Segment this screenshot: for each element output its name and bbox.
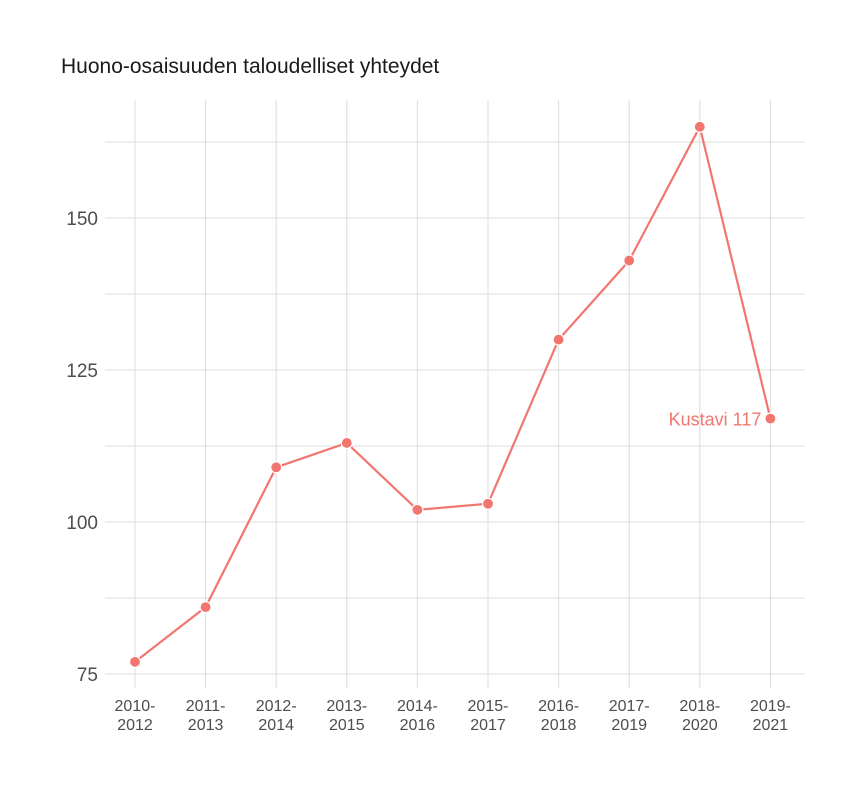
x-tick-label: 2010-2012 bbox=[115, 698, 156, 734]
data-point bbox=[623, 254, 636, 267]
x-tick-label: 2014-2016 bbox=[397, 698, 438, 734]
data-point bbox=[552, 333, 565, 346]
annotation-group: Kustavi 117 bbox=[669, 410, 762, 430]
data-points bbox=[128, 120, 777, 668]
x-tick-label: 2019-2021 bbox=[750, 698, 791, 734]
x-tick-label: 2013-2015 bbox=[326, 698, 367, 734]
data-point bbox=[270, 461, 283, 474]
y-tick-label: 100 bbox=[66, 513, 98, 534]
data-point bbox=[481, 497, 495, 510]
y-axis-ticks: 75 100 125 150 bbox=[66, 209, 98, 686]
y-tick-label: 150 bbox=[66, 209, 98, 230]
chart-title: Huono-osaisuuden taloudelliset yhteydet bbox=[61, 55, 440, 78]
x-tick-label: 2017-2019 bbox=[609, 698, 650, 734]
data-point bbox=[128, 655, 142, 668]
x-tick-label: 2011-2013 bbox=[186, 698, 226, 734]
data-point bbox=[199, 601, 212, 614]
x-tick-label: 2015-2017 bbox=[468, 698, 509, 734]
x-tick-label: 2018-2020 bbox=[679, 698, 720, 734]
x-tick-label: 2016-2018 bbox=[538, 698, 579, 734]
data-point bbox=[340, 436, 353, 450]
x-axis-ticks: 2010-2012 2011-2013 2012-2014 2013-2015 2014… bbox=[115, 698, 791, 734]
grid-lines bbox=[105, 100, 805, 688]
series-line bbox=[134, 123, 772, 663]
data-point bbox=[411, 503, 424, 516]
data-point bbox=[693, 120, 706, 133]
x-tick-label: 2012-2014 bbox=[256, 698, 297, 734]
y-tick-label: 75 bbox=[77, 665, 98, 686]
data-point bbox=[764, 412, 777, 425]
series-line-group bbox=[134, 123, 772, 663]
y-tick-label: 125 bbox=[66, 361, 98, 382]
annotation-label: Kustavi 117 bbox=[669, 410, 762, 430]
